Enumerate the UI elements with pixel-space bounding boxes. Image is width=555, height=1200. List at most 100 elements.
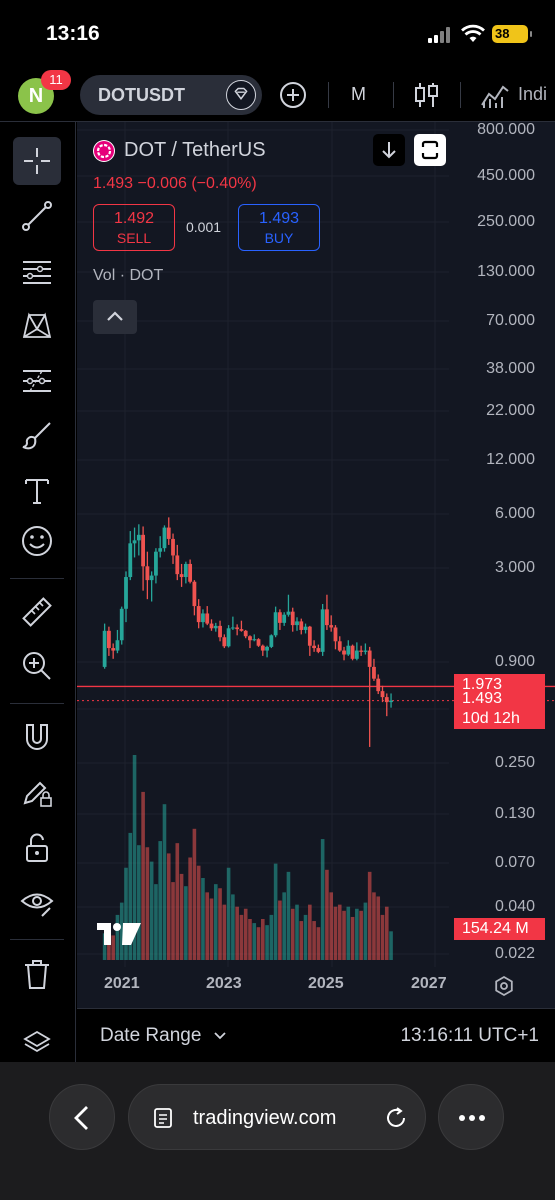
price-axis-tick: 450.000 <box>477 167 535 184</box>
volume-bar <box>222 904 227 960</box>
object-tree-tool[interactable] <box>13 1020 61 1068</box>
volume-bar <box>299 921 304 960</box>
eye-icon <box>20 893 54 917</box>
candle <box>222 634 227 649</box>
candle <box>325 594 329 630</box>
wifi-icon <box>461 24 485 42</box>
volume-bar <box>273 863 278 960</box>
buy-button[interactable]: 1.493 BUY <box>238 204 320 251</box>
crosshair-icon <box>24 148 50 174</box>
volume-bar <box>295 904 299 960</box>
volume-bar <box>359 910 363 960</box>
volume-bar <box>286 871 291 960</box>
unlock-icon <box>26 833 48 862</box>
battery-level: 38 <box>495 26 510 41</box>
indicators-label[interactable]: Indi <box>518 84 548 104</box>
candle <box>226 625 231 648</box>
lock-all-tool[interactable] <box>13 824 61 872</box>
price-chart[interactable] <box>77 122 555 1008</box>
candle <box>188 559 193 584</box>
candle <box>252 634 257 642</box>
indicators-icon[interactable] <box>480 80 510 110</box>
volume-bar <box>188 857 192 960</box>
fib-tool[interactable] <box>13 247 61 295</box>
add-compare-icon[interactable] <box>278 80 308 110</box>
candlestick-type-icon[interactable] <box>414 80 440 110</box>
volume-bar <box>312 921 316 960</box>
volume-bar <box>128 832 133 960</box>
date-range-button[interactable]: Date Range <box>100 1025 227 1047</box>
hide-tool[interactable] <box>13 879 61 927</box>
more-dots-icon <box>459 1115 485 1121</box>
time-axis-label: 2023 <box>206 975 242 992</box>
volume-bar <box>303 914 308 960</box>
chart-settings-icon[interactable] <box>493 975 515 997</box>
candle <box>119 606 124 645</box>
candle <box>329 615 334 632</box>
volume-bar <box>119 902 124 960</box>
page-menu-icon[interactable] <box>151 1106 175 1130</box>
volume-price-tag: 154.24 M <box>454 918 545 940</box>
price-axis-tick: 130.000 <box>477 263 535 280</box>
candle <box>183 561 188 584</box>
polkadot-logo-icon <box>93 140 115 162</box>
cellular-signal-icon <box>428 27 454 43</box>
volume-bar <box>154 884 158 960</box>
download-button[interactable] <box>373 134 405 166</box>
tool-divider <box>10 703 64 704</box>
lock-drawing-tool[interactable] <box>13 769 61 817</box>
crosshair-tool[interactable] <box>13 137 61 185</box>
price-change: 1.493 −0.006 (−0.40%) <box>93 175 257 192</box>
volume-bar <box>132 755 137 960</box>
chart-toolbar: N 11 DOTUSDT M Indi <box>0 68 555 122</box>
volume-bar <box>342 910 346 960</box>
back-button[interactable] <box>49 1084 115 1150</box>
volume-bar <box>162 804 167 960</box>
buy-price: 1.493 <box>258 210 300 227</box>
sell-price: 1.492 <box>113 210 155 227</box>
emoji-tool[interactable] <box>13 517 61 565</box>
magnet-tool[interactable] <box>13 714 61 762</box>
candle <box>243 629 248 639</box>
candle <box>162 525 167 552</box>
url-text: tradingview.com <box>193 1107 337 1129</box>
candle <box>342 646 346 661</box>
chevron-down-icon <box>214 1032 226 1040</box>
timezone-clock[interactable]: 13:16:11 UTC+1 <box>400 1025 539 1046</box>
candle <box>384 693 389 717</box>
brush-tool[interactable] <box>13 412 61 460</box>
sell-button[interactable]: 1.492 SELL <box>93 204 175 251</box>
address-bar[interactable]: tradingview.com <box>128 1084 426 1150</box>
collapse-legend-button[interactable] <box>93 300 137 334</box>
volume-bar <box>333 906 338 960</box>
measure-tool[interactable] <box>13 588 61 636</box>
trend-line-tool[interactable] <box>13 192 61 240</box>
more-button[interactable] <box>438 1084 504 1150</box>
text-tool[interactable] <box>13 467 61 515</box>
symbol-search-button[interactable]: DOTUSDT <box>80 75 262 115</box>
candle <box>312 640 316 652</box>
candle <box>359 645 364 656</box>
symbol-title: DOT / TetherUS <box>124 139 266 161</box>
volume-bar <box>372 892 376 960</box>
diamond-icon[interactable] <box>226 80 256 110</box>
reload-icon[interactable] <box>383 1105 409 1131</box>
projection-tool[interactable] <box>13 357 61 405</box>
volume-bar <box>171 882 175 960</box>
price-axis-tick: 0.130 <box>494 805 535 822</box>
fullscreen-button[interactable] <box>414 134 446 166</box>
chart-pane[interactable]: DOT / TetherUS 1.493 −0.006 (−0.40%) 1.4… <box>77 122 555 1008</box>
zoom-tool[interactable] <box>13 642 61 690</box>
interval-button[interactable]: M <box>351 84 366 104</box>
volume-bar <box>325 869 329 960</box>
drawing-toolbar <box>0 122 76 1062</box>
candle <box>196 599 201 629</box>
pattern-tool[interactable] <box>13 302 61 350</box>
status-bar: 13:16 38 <box>0 0 555 68</box>
candle <box>303 623 308 634</box>
date-range-label: Date Range <box>100 1025 202 1046</box>
remove-drawings-tool[interactable] <box>13 950 61 998</box>
volume-bar <box>145 847 150 960</box>
volume-bar <box>239 914 244 960</box>
browser-toolbar: tradingview.com <box>0 1062 555 1200</box>
